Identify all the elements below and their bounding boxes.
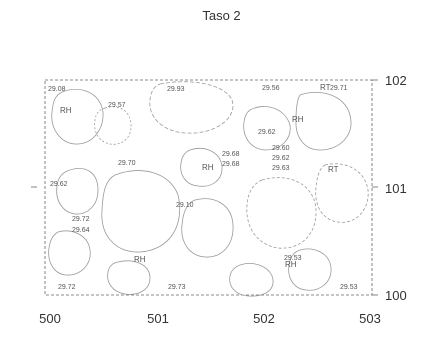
elevation-label: 29.57 bbox=[108, 102, 126, 109]
y-tick-label: 101 bbox=[385, 181, 407, 196]
elevation-label: 29.71 bbox=[330, 85, 348, 92]
elevation-label: 29.72 bbox=[58, 284, 76, 291]
elevation-label: 29.53 bbox=[340, 284, 358, 291]
map-title: Taso 2 bbox=[202, 8, 241, 23]
x-tick-label: 502 bbox=[253, 311, 275, 326]
x-tick-label: 501 bbox=[147, 311, 169, 326]
zone-label: RT bbox=[328, 165, 339, 174]
elevation-label: 29.60 bbox=[272, 145, 290, 152]
elevation-label: 29.68 bbox=[222, 161, 240, 168]
plot-frame bbox=[44, 79, 373, 296]
zone-label: RH bbox=[292, 115, 304, 124]
zone-label: RH bbox=[285, 260, 297, 269]
zone-label: RH bbox=[202, 163, 214, 172]
zone-label: RH bbox=[134, 255, 146, 264]
elevation-label: 29.08 bbox=[48, 86, 66, 93]
elevation-label: 29.73 bbox=[168, 284, 186, 291]
elevation-label: 29.68 bbox=[222, 151, 240, 158]
stone-outlines bbox=[48, 81, 369, 297]
y-tick-label: 102 bbox=[385, 73, 407, 88]
y-tick-label: 100 bbox=[385, 288, 407, 303]
elevation-label: 29.63 bbox=[272, 165, 290, 172]
elevation-label: 29.53 bbox=[284, 255, 302, 262]
elevation-label: 29.62 bbox=[258, 129, 276, 136]
x-tick-label: 500 bbox=[39, 311, 61, 326]
elevation-label: 29.56 bbox=[262, 85, 280, 92]
x-tick-label: 503 bbox=[359, 311, 381, 326]
elevation-label: 29.10 bbox=[176, 202, 194, 209]
zone-label: RT bbox=[320, 83, 331, 92]
elevation-label: 29.62 bbox=[50, 181, 68, 188]
elevation-label: 29.62 bbox=[272, 155, 290, 162]
zone-label: RH bbox=[60, 106, 72, 115]
elevation-label: 29.93 bbox=[167, 86, 185, 93]
elevation-label: 29.70 bbox=[118, 160, 136, 167]
elevation-label: 29.64 bbox=[72, 227, 90, 234]
elevation-label: 29.72 bbox=[72, 216, 90, 223]
